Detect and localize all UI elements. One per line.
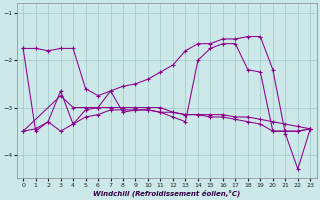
- X-axis label: Windchill (Refroidissement éolien,°C): Windchill (Refroidissement éolien,°C): [93, 189, 240, 197]
